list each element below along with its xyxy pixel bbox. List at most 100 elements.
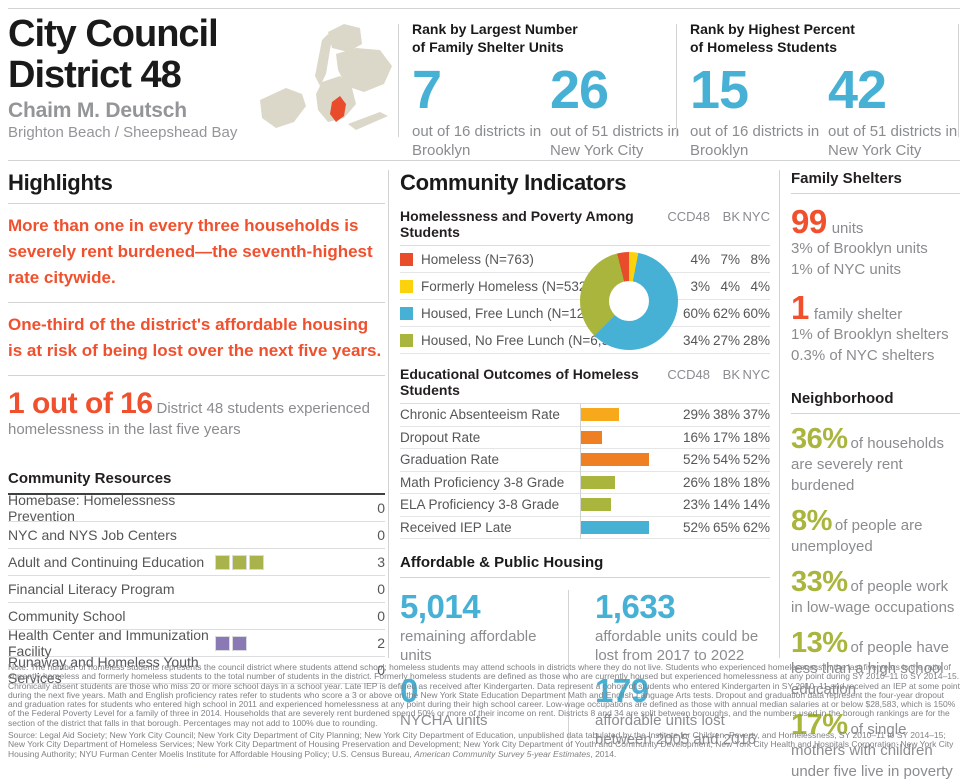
cell-nyc: 28% (742, 332, 770, 348)
housing-stat: 179 affordable units lost between 2005 a… (568, 674, 770, 749)
cell-nyc: 8% (750, 251, 770, 267)
table-row: Housed, No Free Lunch (N=6,984) 34% 27% … (400, 327, 770, 354)
rank-value: 42 (828, 60, 887, 120)
column-header-nyc: NYC (742, 209, 770, 224)
housing-stat: 1,633 affordable units could be lost fro… (568, 590, 770, 665)
highlights-title: Highlights (8, 170, 113, 195)
right-sidebar: Family Shelters 99 units 3% of Brooklyn u… (791, 170, 960, 782)
resource-row: Homebase: Homelessness Prevention 0 (8, 492, 385, 524)
donut-hole (609, 281, 649, 321)
rank-heading-line2: of Homeless Students (690, 39, 838, 55)
housing-stat-caption: remaining affordable units (400, 628, 537, 664)
cell-ccd48: 3% (690, 278, 710, 294)
table-row: Math Proficiency 3-8 Grade 26% 18% 18% (400, 472, 770, 494)
cell-ccd48: 52% (682, 452, 710, 468)
cell-ccd48: 34% (682, 332, 710, 348)
rank-homeless-students: Rank by Highest Percent of Homeless Stud… (690, 20, 957, 160)
neighborhood-stat: 33% of people work in low-wage occupation… (791, 568, 960, 618)
row-label: Chronic Absenteeism Rate (400, 407, 560, 423)
cell-nyc: 37% (742, 407, 770, 423)
resource-label: Adult and Continuing Education (8, 554, 205, 570)
neighborhood-stat-value: 36% (791, 423, 848, 455)
rank-heading: Rank by Highest Percent of Homeless Stud… (690, 20, 942, 56)
table-row: Housed, Free Lunch (N=12,442) 60% 62% 60… (400, 300, 770, 327)
cell-bk: 38% (712, 407, 740, 423)
neighborhood-section: Neighborhood 36% of households are severe… (791, 390, 960, 782)
rank-stat: 7 out of 16 districts in Brooklyn (412, 62, 550, 160)
resource-row: NYC and NYS Job Centers 0 (8, 522, 385, 549)
cell-nyc: 62% (742, 519, 770, 535)
column-header-ccd48: CCD48 (667, 209, 710, 224)
rank-value: 7 (412, 60, 442, 120)
cell-nyc: 18% (742, 429, 770, 445)
neighborhood-stat-caption: of people work in low-wage occupations (791, 578, 955, 616)
resource-count: 0 (377, 662, 385, 678)
family-shelters-section: Family Shelters 99 units 3% of Brooklyn u… (791, 170, 960, 366)
shelter-stat: 1 family shelter 1% of Brooklyn shelters … (791, 291, 960, 366)
column-divider-2 (779, 170, 780, 658)
housing-stat-value: 5,014 (400, 588, 481, 625)
outcomes-table-header: Educational Outcomes of Homeless Student… (400, 366, 770, 403)
cell-ccd48: 16% (682, 429, 710, 445)
divider (8, 203, 385, 204)
cell-ccd48: 60% (682, 305, 710, 321)
neighborhood-stat-value: 17% (791, 709, 848, 741)
bar-dropout-rate (581, 430, 602, 444)
shelter-stat-line: 1% of NYC units (791, 261, 902, 278)
resource-count: 0 (377, 608, 385, 624)
cell-bk: 27% (712, 332, 740, 348)
housing-divider (568, 590, 569, 747)
row-label: Math Proficiency 3-8 Grade (400, 474, 565, 490)
cell-nyc: 18% (742, 474, 770, 490)
outcomes-table: Educational Outcomes of Homeless Student… (400, 366, 770, 539)
legend-swatch-formerly-homeless (400, 279, 413, 293)
resource-count: 0 (377, 500, 385, 516)
column-header-nyc: NYC (742, 367, 770, 382)
row-label: Homeless (N=763) (421, 251, 534, 267)
neighborhood-stat: 13% of people have less than a high schoo… (791, 629, 960, 700)
bar-graduation-rate (581, 453, 649, 467)
row-label: Received IEP Late (400, 519, 512, 535)
resource-row: Community School 0 (8, 603, 385, 630)
bar-axis-line (580, 404, 581, 539)
rank-heading-line2: of Family Shelter Units (412, 39, 564, 55)
rank-stat: 26 out of 51 districts in New York City (550, 62, 679, 160)
community-resources-section: Community Resources Homebase: Homelessne… (8, 470, 385, 686)
housing-stat: 0 NYCHA units (400, 674, 568, 749)
cell-ccd48: 29% (682, 407, 710, 423)
poverty-table-rows: Homeless (N=763) 4% 7% 8% Formerly Homel… (400, 245, 770, 354)
cell-bk: 62% (712, 305, 740, 321)
neighborhood-stat-caption: of households are severely rent burdened (791, 435, 944, 494)
cell-nyc: 52% (742, 452, 770, 468)
cell-ccd48: 23% (682, 497, 710, 513)
resource-row: Health Center and Immunization Facility … (8, 627, 385, 659)
housing-stat-caption: affordable units lost between 2005 and 2… (595, 712, 756, 748)
resource-label: Health Center and Immunization Facility (8, 627, 209, 659)
header-divider-1 (398, 24, 399, 137)
column-header-bk: BK (722, 367, 740, 382)
legend-swatch-housed-no-free-lunch (400, 333, 413, 347)
column-header-bk: BK (722, 209, 740, 224)
source-text: Source: Legal Aid Society; New York City… (8, 730, 954, 759)
row-label: Formerly Homeless (N=532) (421, 278, 591, 294)
cell-ccd48: 52% (682, 519, 710, 535)
rank-heading-line1: Rank by Highest Percent (690, 21, 855, 37)
cell-nyc: 60% (742, 305, 770, 321)
column-divider-1 (388, 170, 389, 658)
legend-swatch-homeless (400, 252, 413, 266)
shelter-stat-value: 1 (791, 289, 809, 326)
resource-label: Runaway and Homeless Youth Services (8, 654, 199, 686)
resource-count: 3 (377, 554, 385, 570)
rank-value: 15 (690, 60, 749, 120)
resource-row: Runaway and Homeless Youth Services 0 (8, 654, 385, 686)
neighborhood-stat: 8% of people are unemployed (791, 507, 960, 557)
neighborhood-title: Neighborhood (791, 390, 960, 414)
header-divider-2 (676, 24, 677, 137)
highlight-stat-value: 1 out of 16 (8, 387, 153, 420)
neighborhood-stat-value: 13% (791, 627, 848, 659)
housing-stat-value: 179 (595, 672, 649, 709)
housing-stat-value: 1,633 (595, 588, 676, 625)
resource-label: Homebase: Homelessness Prevention (8, 492, 176, 524)
table-row: Dropout Rate 16% 17% 18% (400, 427, 770, 449)
table-row: Graduation Rate 52% 54% 52% (400, 449, 770, 472)
